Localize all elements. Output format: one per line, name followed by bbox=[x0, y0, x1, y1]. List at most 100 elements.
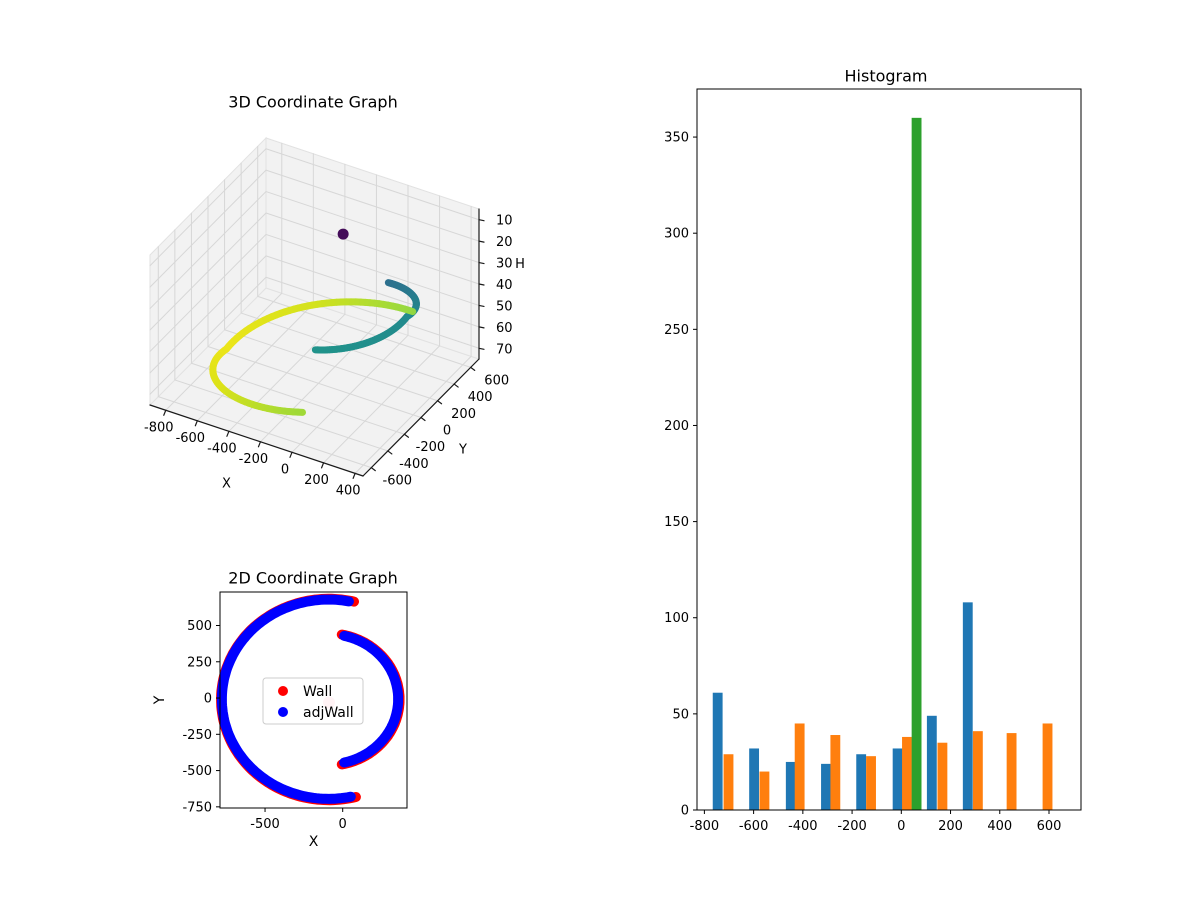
legend-label-Wall: Wall bbox=[303, 684, 332, 700]
x-tick bbox=[257, 441, 262, 448]
y-axis-label: Y bbox=[458, 443, 467, 458]
x-tick bbox=[289, 451, 293, 458]
grid-line bbox=[265, 233, 480, 306]
x-tick-label: 0 bbox=[339, 817, 347, 832]
hist-bar-blue bbox=[856, 754, 867, 810]
y-tick-label: 250 bbox=[187, 655, 212, 670]
y-tick-label: -400 bbox=[399, 457, 429, 472]
y-tick-label: 200 bbox=[664, 419, 689, 434]
x-tick-label: -200 bbox=[837, 819, 867, 834]
3d-plot-title: 3D Coordinate Graph bbox=[228, 92, 398, 112]
histogram-title: Histogram bbox=[844, 66, 928, 86]
2d-ticks: -500 0 500 250 0 -250 -500 -750 bbox=[182, 619, 346, 832]
bar-series-orange bbox=[723, 723, 1053, 810]
z-tick bbox=[478, 219, 485, 222]
z-tick-label: 70 bbox=[496, 342, 513, 357]
x-tick-label: 0 bbox=[897, 819, 905, 834]
3d-ticks: -800-600-400-20002004006004002000-200-40… bbox=[144, 214, 513, 499]
y-tick bbox=[370, 467, 376, 472]
hist-bar-orange bbox=[902, 736, 912, 810]
x-tick-label: 600 bbox=[1037, 819, 1062, 834]
hist-bar-orange bbox=[794, 723, 805, 810]
y-tick-label: 200 bbox=[451, 407, 476, 422]
bars bbox=[712, 117, 1053, 811]
y-tick bbox=[387, 450, 393, 455]
z-tick-label: 50 bbox=[496, 299, 513, 314]
grid-line bbox=[149, 233, 267, 352]
2d-data bbox=[216, 593, 405, 806]
grid-line bbox=[265, 276, 480, 349]
y-tick-label: 350 bbox=[664, 131, 689, 146]
y-tick-label: 300 bbox=[664, 227, 689, 242]
x-tick-label: -400 bbox=[788, 819, 818, 834]
y-tick-label: 150 bbox=[664, 515, 689, 530]
x-axis-label: X bbox=[222, 477, 231, 492]
grid-line bbox=[149, 148, 267, 267]
grid-line bbox=[157, 396, 372, 469]
x-tick bbox=[194, 420, 198, 427]
x-tick-label: 200 bbox=[938, 819, 963, 834]
z-tick-label: 30 bbox=[496, 257, 513, 272]
bar-series-green bbox=[911, 117, 922, 811]
y-tick-label: -600 bbox=[383, 474, 413, 489]
grid-line bbox=[149, 191, 267, 310]
z-tick-label: 60 bbox=[496, 321, 513, 336]
x-tick-label: 200 bbox=[304, 473, 329, 488]
y-axis-label: Y bbox=[152, 695, 168, 705]
hist-bar-blue bbox=[785, 761, 796, 810]
hist-bar-orange bbox=[759, 771, 770, 810]
z-tick bbox=[478, 304, 485, 308]
3d-series-outer-wall-arc bbox=[209, 298, 417, 416]
z-tick-label: 40 bbox=[496, 278, 513, 293]
hist-bar-blue bbox=[892, 748, 903, 810]
bar-series-blue bbox=[712, 602, 973, 810]
y-tick bbox=[403, 433, 410, 438]
legend: Wall adjWall bbox=[262, 677, 364, 725]
wall-arc bbox=[216, 594, 356, 804]
grid-line bbox=[207, 346, 422, 418]
x-axis-spine bbox=[149, 404, 364, 477]
z-tick bbox=[478, 347, 485, 350]
y-tick-label: -750 bbox=[182, 800, 212, 815]
y-tick-label: 400 bbox=[468, 390, 493, 405]
grid-line bbox=[265, 212, 480, 285]
x-tick bbox=[352, 472, 356, 479]
grid-line bbox=[224, 329, 439, 402]
wall-arc bbox=[339, 630, 404, 768]
y-tick-label: 50 bbox=[672, 707, 689, 722]
z-tick bbox=[478, 240, 485, 243]
hist-bar-blue bbox=[749, 748, 760, 810]
x-tick bbox=[226, 430, 230, 437]
hist-bar-blue bbox=[821, 763, 831, 810]
legend-label-adjWall: adjWall bbox=[303, 705, 354, 721]
z-tick bbox=[478, 283, 485, 286]
hist-ticks: -800 -600 -400 -200 0 200 400 600 0 50 100 150 200 25… bbox=[664, 131, 1061, 834]
x-tick bbox=[163, 409, 167, 416]
axes-background bbox=[697, 89, 1081, 810]
hist-bar-orange bbox=[866, 756, 876, 810]
series-adjWall bbox=[216, 594, 404, 804]
plot-2d: Wall adjWall -500 0 500 250 0 -250 -500 -750 X Y bbox=[152, 591, 408, 850]
x-axis-label: X bbox=[309, 834, 319, 850]
hist-bar-green bbox=[911, 117, 922, 811]
y-tick-label: -500 bbox=[182, 764, 212, 779]
scatter-point bbox=[337, 228, 349, 240]
hist-bar-blue bbox=[926, 715, 937, 810]
x-tick-label: 400 bbox=[987, 819, 1012, 834]
y-tick-label: 500 bbox=[187, 619, 212, 634]
hist-bar-blue bbox=[962, 602, 973, 810]
axes-frame bbox=[696, 88, 1082, 811]
y-tick bbox=[420, 416, 426, 422]
x-tick-label: -600 bbox=[176, 431, 206, 446]
grid-line bbox=[149, 212, 267, 331]
hist-bar-orange bbox=[830, 735, 841, 810]
y-tick-label: 0 bbox=[204, 692, 212, 707]
grid-line bbox=[265, 148, 480, 221]
legend-marker-adjWall bbox=[278, 707, 288, 717]
grid-line bbox=[174, 379, 389, 452]
grid-line bbox=[149, 276, 267, 395]
z-tick bbox=[478, 261, 485, 265]
y-tick-label: 0 bbox=[443, 424, 451, 439]
